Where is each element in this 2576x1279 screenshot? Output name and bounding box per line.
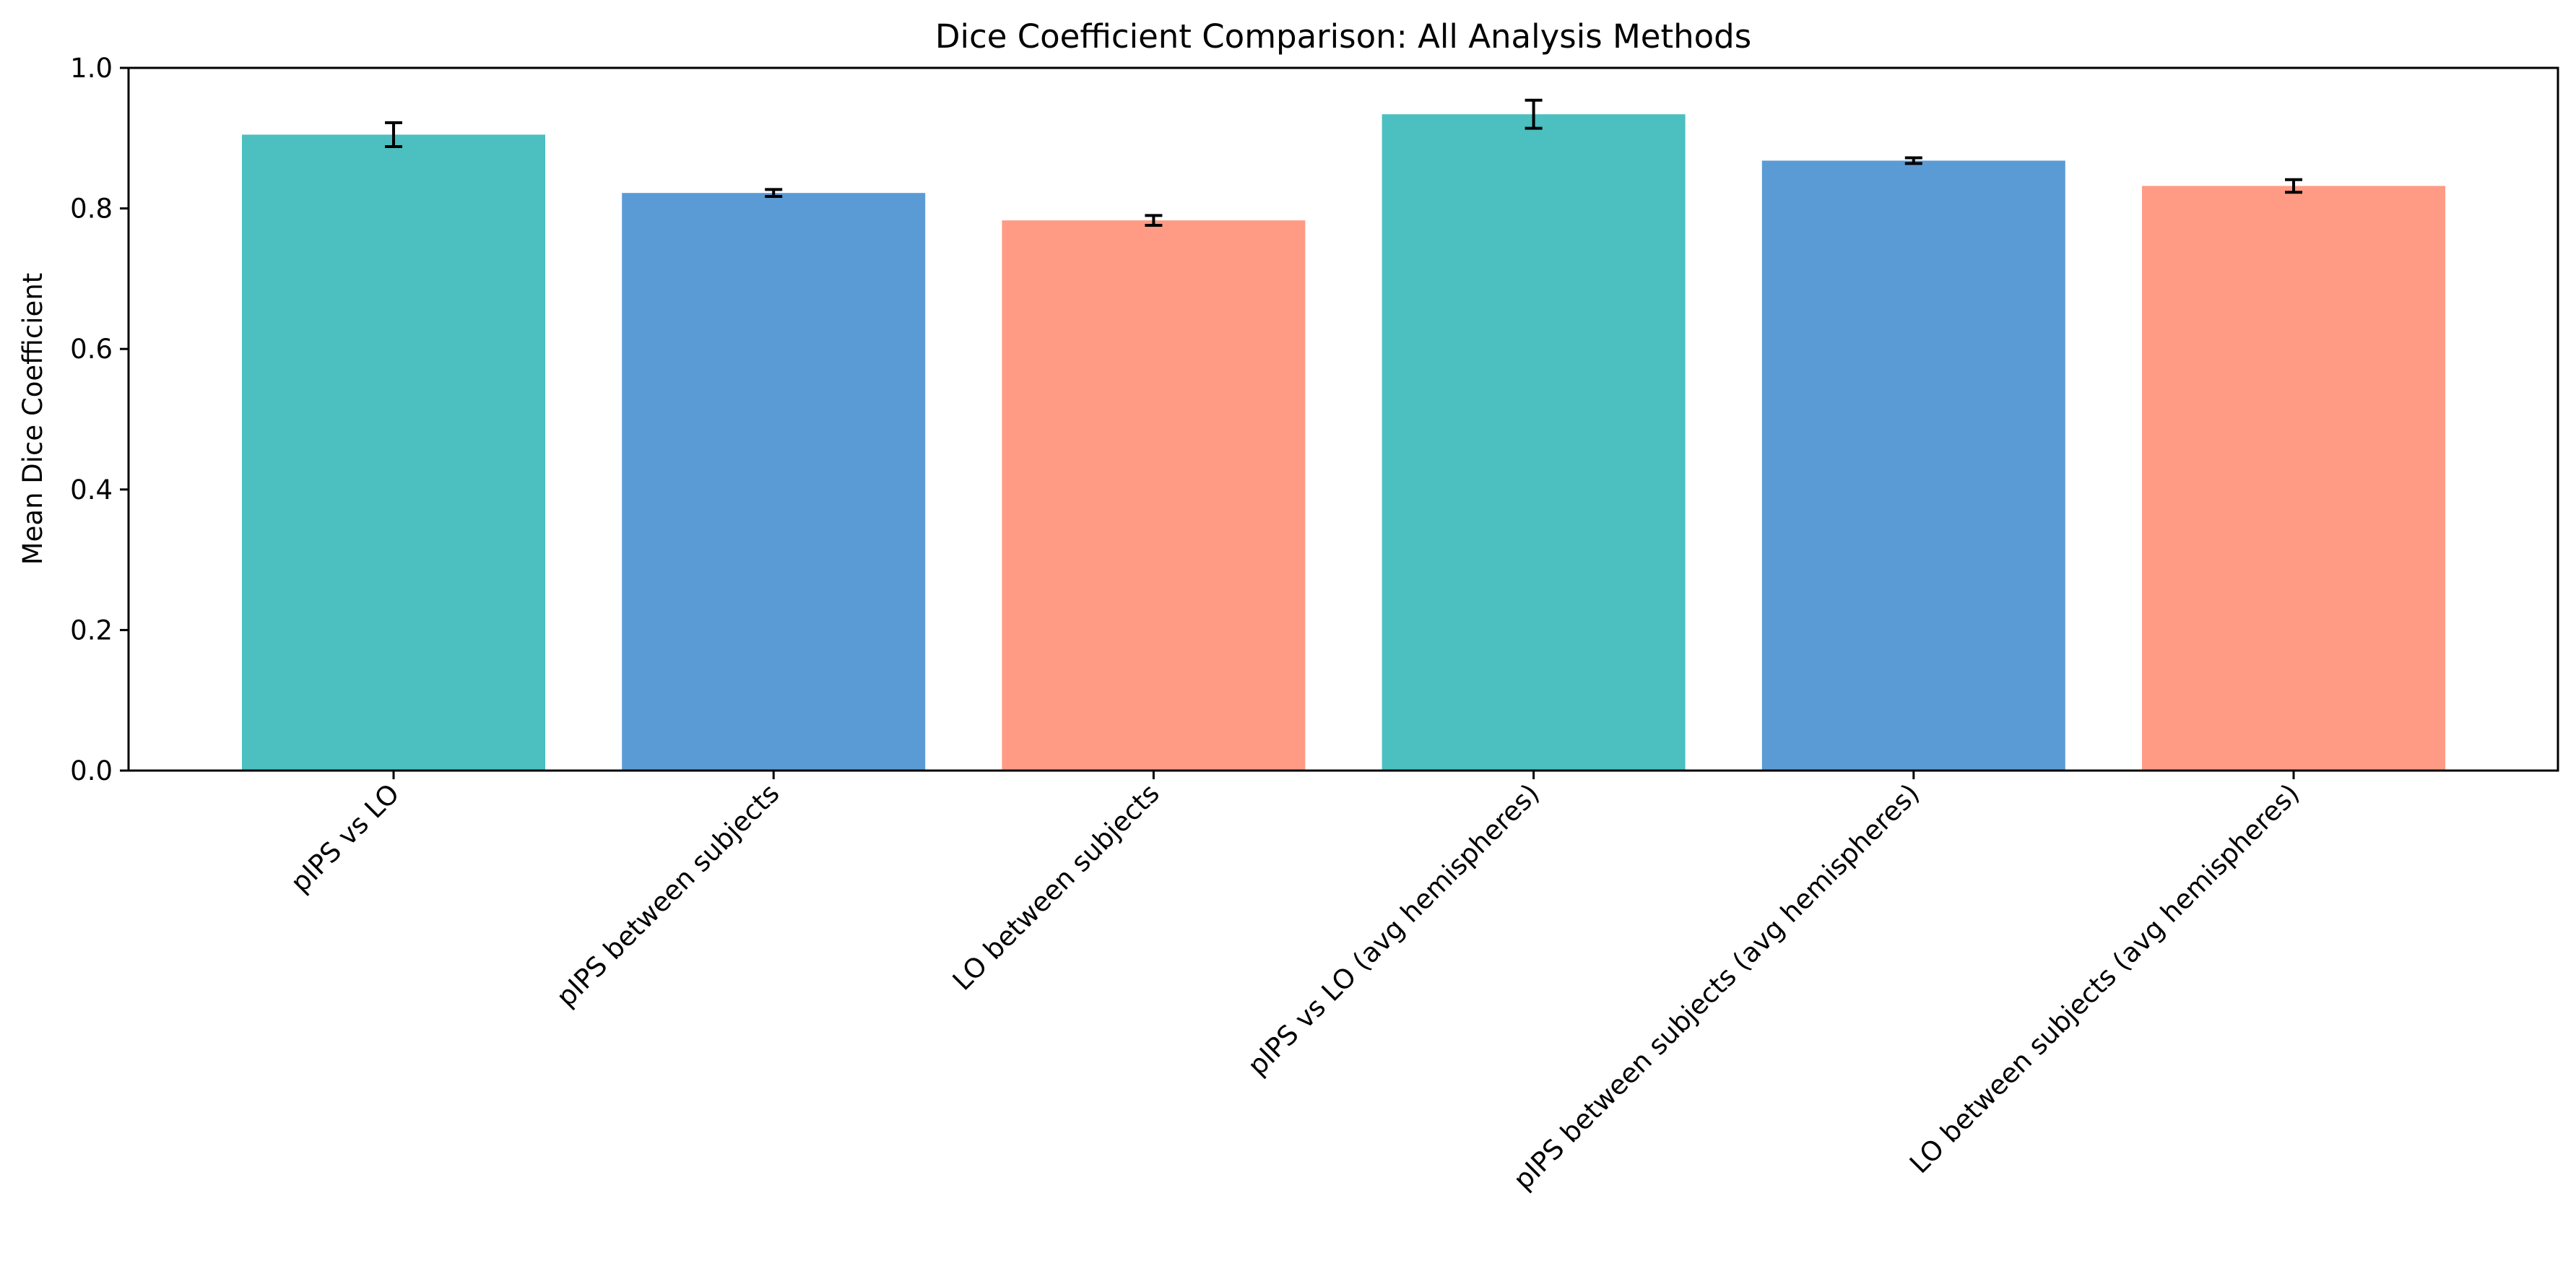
- bar-4: [1382, 114, 1686, 771]
- chart-title: Dice Coefficient Comparison: All Analysi…: [935, 17, 1751, 56]
- y-axis-title: Mean Dice Coefficient: [17, 273, 48, 565]
- y-axis: 0.0 0.2 0.4 0.6 0.8 1.0: [70, 53, 129, 786]
- bar-5: [1761, 160, 2065, 771]
- error-bar-1: [385, 121, 402, 148]
- y-tick-label-2: 0.2: [70, 615, 113, 646]
- y-tick-label-3: 0.4: [70, 474, 113, 506]
- error-bar-6: [2285, 178, 2302, 194]
- error-bar-2: [765, 188, 783, 199]
- y-tick-label-5: 0.8: [70, 194, 113, 225]
- error-bar-3: [1145, 214, 1163, 227]
- y-tick-label-4: 0.6: [70, 334, 113, 365]
- errorbars-layer: [385, 98, 2302, 227]
- error-bar-5: [1904, 156, 1922, 165]
- bar-6: [2142, 186, 2445, 771]
- plot-frame: [127, 66, 2559, 772]
- y-tick-label-6: 1.0: [70, 53, 113, 84]
- bar-1: [242, 134, 545, 771]
- bar-3: [1002, 220, 1306, 771]
- bar-2: [622, 193, 926, 771]
- bars-layer: [242, 114, 2445, 771]
- error-bar-4: [1525, 98, 1543, 130]
- y-tick-label-1: 0.0: [70, 755, 113, 786]
